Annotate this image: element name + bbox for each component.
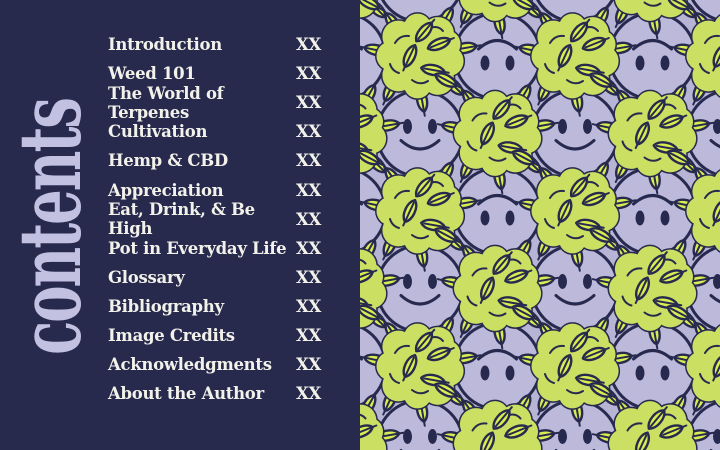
toc-entry-label: Acknowledgments	[108, 355, 272, 375]
pattern-panel	[360, 0, 720, 450]
toc-entry-label: Bibliography	[108, 296, 224, 316]
toc-entry-page: XX	[295, 151, 321, 171]
toc-entry-label: About the Author	[108, 384, 264, 404]
toc-entry-label: Pot in Everyday Life	[108, 238, 287, 258]
toc-entry-label: The World of Terpenes	[108, 83, 224, 122]
toc-entry-page: XX	[295, 209, 321, 229]
toc-list: Introduction XX Weed 101 XX The World of…	[108, 30, 321, 408]
toc-entry: Image Credits XX	[108, 321, 321, 350]
toc-entry-label: Eat, Drink, & Be High	[108, 200, 255, 239]
toc-entry: Hemp & CBD XX	[108, 146, 321, 175]
toc-entry-label: Glossary	[108, 267, 185, 287]
toc-entry-label: Hemp & CBD	[108, 151, 228, 171]
toc-entry-page: XX	[295, 180, 321, 200]
toc-entry-page: XX	[295, 122, 321, 142]
toc-entry: About the Author XX	[108, 379, 321, 408]
toc-entry: Pot in Everyday Life XX	[108, 234, 321, 263]
toc-entry-label: Weed 101	[108, 64, 196, 84]
page-title-text: contents	[0, 99, 102, 355]
toc-entry: Appreciation XX	[108, 175, 321, 204]
toc-entry-label: Cultivation	[108, 122, 208, 142]
toc-entry-page: XX	[295, 355, 321, 375]
toc-entry-page: XX	[295, 35, 321, 55]
toc-entry-page: XX	[295, 93, 321, 113]
toc-entry: Acknowledgments XX	[108, 350, 321, 379]
toc-entry-page: XX	[295, 296, 321, 316]
toc-entry: Eat, Drink, & Be High XX	[108, 200, 321, 238]
toc-entry-page: XX	[295, 384, 321, 404]
toc-entry-page: XX	[295, 64, 321, 84]
toc-entry-label: Image Credits	[108, 325, 235, 345]
toc-entry: Bibliography XX	[108, 292, 321, 321]
contents-panel: contents Introduction XX Weed 101 XX The…	[0, 0, 360, 450]
toc-entry: The World of Terpenes XX	[108, 84, 321, 122]
toc-entry-label: Introduction	[108, 35, 222, 55]
toc-entry-label: Appreciation	[108, 180, 224, 200]
pattern-svg	[360, 0, 720, 450]
toc-entry: Introduction XX	[108, 30, 321, 59]
toc-entry: Cultivation XX	[108, 117, 321, 146]
toc-entry-page: XX	[295, 238, 321, 258]
toc-entry: Weed 101 XX	[108, 59, 321, 88]
toc-entry-page: XX	[295, 267, 321, 287]
toc-entry: Glossary XX	[108, 263, 321, 292]
toc-entry-page: XX	[295, 325, 321, 345]
